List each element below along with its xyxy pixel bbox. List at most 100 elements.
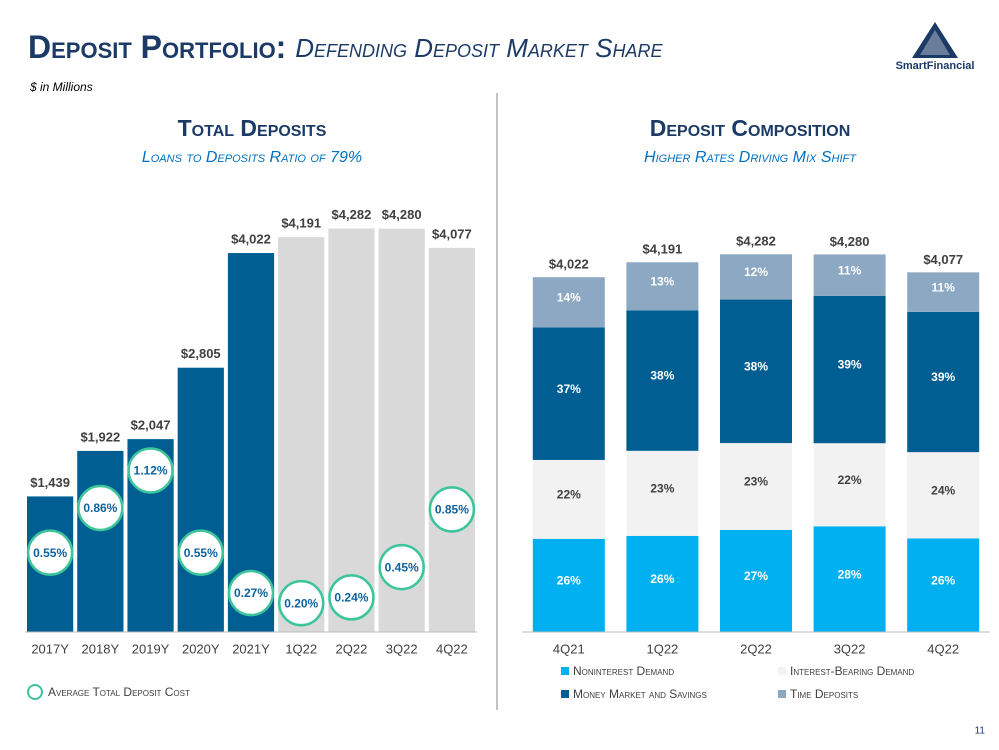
segment-label: 26% [931, 573, 955, 587]
bar-segment [813, 254, 886, 296]
cost-label: 0.85% [435, 503, 469, 517]
bar-segment [532, 459, 605, 539]
cost-label: 0.55% [33, 546, 67, 560]
bar-segment [626, 262, 699, 311]
x-tick-label: 2017Y [31, 641, 69, 656]
bar [77, 450, 124, 632]
bar-segment [907, 452, 980, 539]
value-label: $1,922 [80, 429, 120, 444]
value-label: $4,022 [231, 231, 271, 246]
value-label: $4,280 [382, 207, 422, 222]
cost-marker [26, 529, 74, 576]
cost-marker [127, 447, 174, 494]
logo-text: SmartFinancial [896, 60, 975, 72]
x-tick-label: 2Q22 [740, 641, 772, 656]
bar-segment [532, 277, 605, 328]
bar-segment [532, 327, 605, 460]
bar-segment [720, 530, 792, 632]
segment-label: 24% [931, 483, 955, 497]
x-tick-label: 4Q21 [553, 641, 585, 656]
legend-swatch [778, 690, 786, 698]
value-label: $4,077 [432, 226, 472, 241]
chart-subtitle: Loans to Deposits Ratio of 79% [142, 149, 362, 166]
cost-label: 0.27% [234, 586, 268, 600]
segment-label: 11% [838, 263, 862, 277]
value-label: $2,805 [181, 346, 221, 361]
bar-segment [720, 443, 792, 531]
x-tick-label: 4Q22 [436, 641, 468, 656]
cost-marker [177, 529, 225, 576]
legend-label: Average Total Deposit Cost [48, 685, 190, 699]
logo-mark [912, 22, 958, 58]
slide-title: Deposit Portfolio: Defending Deposit Mar… [28, 29, 663, 65]
legend-label: Noninterest Demand [573, 664, 674, 678]
segment-label: 23% [744, 475, 768, 489]
title-sub: Defending Deposit Market Share [295, 33, 663, 63]
segment-label: 13% [650, 274, 674, 288]
bar-segment [720, 254, 792, 300]
legend-label: Money Market and Savings [573, 687, 707, 701]
logo: SmartFinancial [896, 22, 975, 72]
cost-marker [428, 486, 476, 533]
bar-segment [907, 272, 980, 312]
value-label: $2,047 [131, 418, 171, 433]
segment-label: 28% [838, 567, 862, 581]
bar-segment [532, 538, 605, 632]
bar [177, 367, 224, 632]
segment-label: 26% [650, 572, 674, 586]
segment-label: 38% [744, 360, 768, 374]
page-number: 11 [975, 726, 986, 737]
cost-label: 0.24% [334, 591, 368, 605]
legend-label: Interest-Bearing Demand [790, 664, 914, 678]
x-tick-label: 2021Y [232, 641, 270, 656]
total-label: $4,280 [830, 234, 870, 249]
segment-label: 39% [931, 370, 955, 384]
total-label: $4,191 [643, 242, 683, 257]
chart-subtitle: Higher Rates Driving Mix Shift [644, 149, 857, 166]
cost-marker [328, 574, 375, 621]
legend-swatch [27, 684, 43, 700]
bar [227, 253, 275, 633]
x-tick-label: 3Q22 [386, 641, 418, 656]
legend-swatch [561, 690, 569, 698]
segment-label: 22% [557, 488, 581, 502]
cost-marker [77, 484, 124, 532]
segment-label: 26% [557, 574, 581, 588]
segment-label: 11% [932, 280, 956, 294]
units-note: $ in Millions [29, 80, 93, 94]
cost-label: 0.86% [83, 501, 117, 515]
bar-segment [813, 526, 886, 632]
segment-label: 12% [744, 265, 768, 279]
legend-label: Time Deposits [790, 687, 858, 701]
cost-marker [227, 569, 275, 617]
title-main: Deposit Portfolio: [28, 29, 286, 65]
segment-label: 37% [557, 382, 581, 396]
x-tick-label: 2018Y [82, 641, 120, 656]
bar-segment [626, 450, 699, 536]
segment-label: 27% [744, 569, 768, 583]
chart-title: Total Deposits [178, 115, 327, 141]
cost-label: 0.45% [385, 560, 419, 574]
bar-segment [813, 443, 886, 527]
legend-swatch [778, 667, 786, 675]
x-tick-label: 2020Y [182, 641, 220, 656]
cost-marker [378, 543, 425, 591]
bar-segment [720, 299, 792, 444]
total-label: $4,022 [549, 257, 589, 272]
bar [278, 237, 325, 632]
bar-segment [813, 295, 886, 444]
cost-label: 1.12% [134, 464, 168, 478]
segment-label: 23% [650, 482, 674, 496]
segment-label: 14% [557, 290, 581, 304]
cost-marker [277, 579, 325, 627]
x-tick-label: 2019Y [132, 641, 170, 656]
logo-mark [920, 30, 950, 55]
value-label: $4,191 [281, 216, 321, 231]
bar [328, 228, 375, 632]
x-tick-label: 2Q22 [336, 641, 368, 656]
x-tick-label: 1Q22 [646, 641, 678, 656]
chart-title: Deposit Composition [650, 115, 851, 141]
bar-segment [626, 310, 699, 451]
legend-swatch [561, 667, 569, 675]
